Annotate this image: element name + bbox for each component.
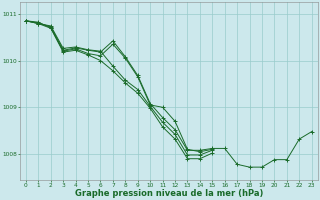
X-axis label: Graphe pression niveau de la mer (hPa): Graphe pression niveau de la mer (hPa) (75, 189, 263, 198)
